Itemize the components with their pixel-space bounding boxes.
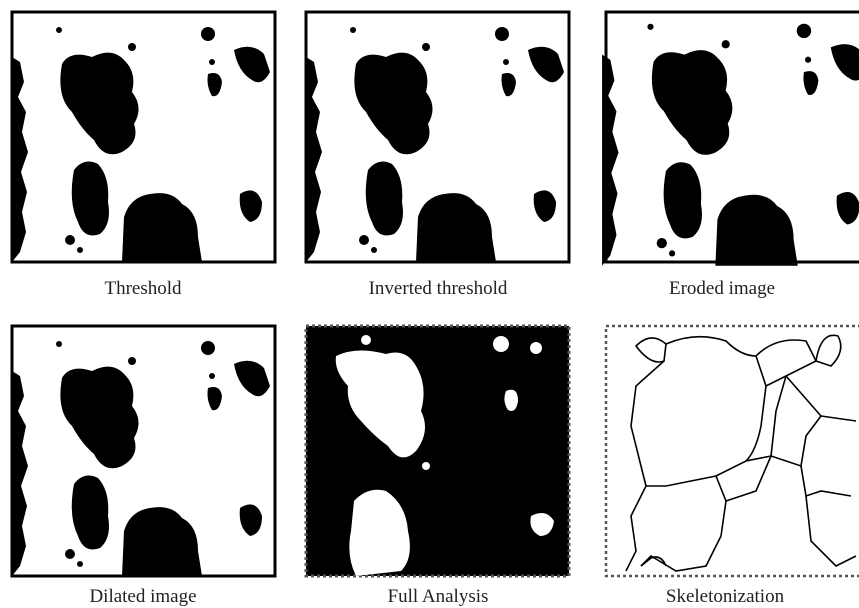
panel-skeletonization — [604, 324, 859, 578]
caption: Inverted threshold — [369, 278, 508, 299]
panel-full-analysis — [304, 324, 571, 578]
caption: Eroded image — [669, 278, 775, 299]
panel-dilated — [10, 324, 277, 578]
panel-eroded — [602, 10, 859, 266]
panel-threshold — [10, 10, 277, 264]
panel-inverted-threshold — [304, 10, 571, 264]
caption: Full Analysis — [388, 586, 489, 607]
caption: Threshold — [104, 278, 182, 299]
caption: Dilated image — [89, 586, 196, 607]
caption: Skeletonization — [666, 586, 785, 607]
